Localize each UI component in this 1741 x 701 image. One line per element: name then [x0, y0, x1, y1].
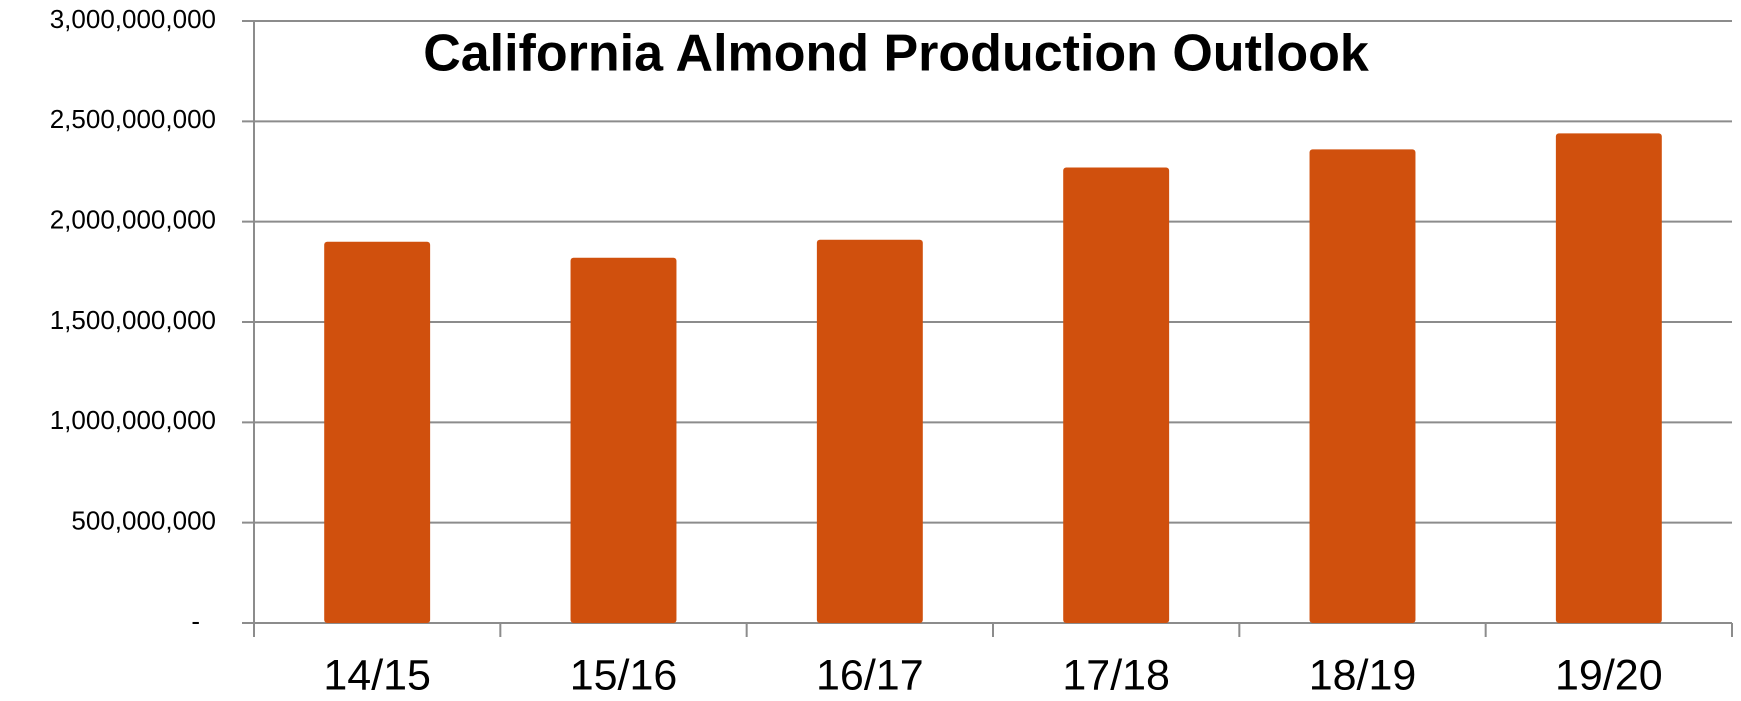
y-tick-label: 3,000,000,000 [50, 4, 216, 34]
bar [1063, 167, 1170, 623]
y-tick-label: 1,500,000,000 [50, 305, 216, 335]
x-tick-label: 19/20 [1555, 651, 1663, 699]
y-tick-label: 1,000,000,000 [50, 405, 216, 435]
chart-title: California Almond Production Outlook [423, 25, 1369, 83]
x-tick-label: 17/18 [1062, 651, 1170, 699]
bar [816, 239, 923, 623]
y-tick-label: 2,500,000,000 [50, 104, 216, 134]
bar [1555, 133, 1662, 623]
y-tick-label: 500,000,000 [71, 506, 216, 536]
y-tick-label: - [191, 606, 200, 636]
x-tick-label: 15/16 [570, 651, 678, 699]
x-tick-label: 16/17 [816, 651, 924, 699]
bar [324, 241, 431, 623]
bar [1309, 149, 1416, 623]
bar [570, 257, 677, 623]
x-tick-label: 18/19 [1309, 651, 1417, 699]
y-tick-label: 2,000,000,000 [50, 205, 216, 235]
x-tick-label: 14/15 [323, 651, 431, 699]
